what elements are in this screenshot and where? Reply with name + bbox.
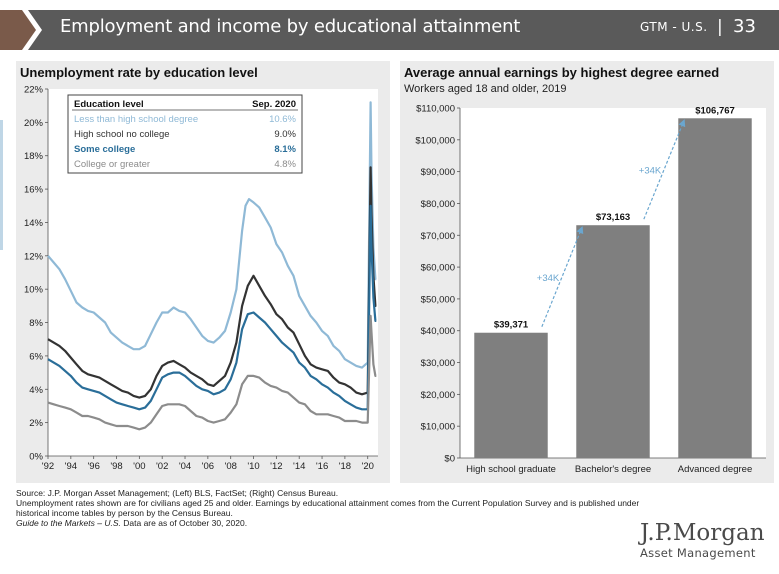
increase-arrow — [643, 119, 686, 220]
legend-series-name: College or greater — [74, 159, 150, 170]
unemployment-chart: 0% 2% 4% 6% 8% 10% 12% 14% 16% 18% 20% 22% '92 '94 '96… — [24, 85, 378, 472]
earnings-chart-title: Average annual earnings by highest degre… — [404, 65, 720, 80]
y-tick-label: 6% — [29, 351, 43, 362]
bar-value-label: $106,767 — [695, 105, 735, 116]
y-tick-label: 4% — [29, 385, 43, 396]
increase-arrow — [541, 226, 584, 327]
legend-series-value: 8.1% — [274, 144, 296, 155]
y-tick-label: $70,000 — [421, 231, 455, 242]
series-line — [47, 314, 377, 431]
unemployment-chart-panel: Unemployment rate by education level 0% 2… — [16, 61, 390, 483]
page-number: 33 — [733, 16, 756, 37]
x-tick-label: '04 — [179, 461, 191, 472]
increase-label: +34K — [537, 273, 560, 284]
x-category-label: Bachelor's degree — [575, 464, 651, 475]
series-line — [47, 166, 377, 399]
legend-series-name: Some college — [74, 144, 135, 155]
x-category-label: High school graduate — [466, 464, 556, 475]
y-tick-label: $110,000 — [416, 104, 455, 115]
header-bar: Employment and income by educational att… — [0, 0, 779, 52]
x-tick-label: '94 — [65, 461, 77, 472]
logo-subtitle: Asset Management — [640, 546, 756, 560]
legend-header-label: Education level — [74, 99, 144, 110]
legend-header-date: Sep. 2020 — [252, 99, 296, 110]
y-tick-label: 10% — [24, 285, 44, 296]
jpmorgan-logo: J.P.Morgan Asset Management — [640, 520, 772, 560]
y-tick-label: $40,000 — [421, 326, 455, 337]
x-tick-label: '00 — [133, 461, 145, 472]
x-tick-label: '08 — [225, 461, 237, 472]
legend-series-value: 9.0% — [274, 129, 296, 140]
y-tick-label: $50,000 — [421, 294, 455, 305]
x-tick-label: '02 — [156, 461, 168, 472]
x-tick-label: '92 — [42, 461, 54, 472]
y-tick-label: $100,000 — [415, 135, 455, 146]
earnings-chart: $0 $10,000 $20,000 $30,000 $40,000 $50,000 $60… — [415, 104, 766, 475]
header-separator: | — [717, 17, 723, 37]
y-tick-label: 20% — [24, 118, 44, 129]
x-tick-label: '10 — [247, 461, 259, 472]
y-tick-label: $10,000 — [421, 422, 455, 433]
x-tick-label: '14 — [293, 461, 305, 472]
logo-wordmark: J.P.Morgan — [640, 520, 765, 546]
y-tick-label: 8% — [29, 318, 43, 329]
legend-box — [67, 94, 303, 174]
x-tick-label: '16 — [316, 461, 328, 472]
legend-series-value: 4.8% — [274, 159, 296, 170]
y-tick-label: 18% — [24, 151, 44, 162]
y-tick-label: 16% — [24, 185, 44, 196]
x-tick-label: '18 — [339, 461, 351, 472]
bar — [474, 332, 548, 458]
legend-series-value: 10.6% — [269, 114, 296, 125]
unemployment-chart-title: Unemployment rate by education level — [20, 65, 258, 80]
y-tick-label: 2% — [29, 418, 43, 429]
legend-series-name: High school no college — [74, 129, 170, 140]
y-tick-label: $90,000 — [421, 167, 455, 178]
section-label: GTM - U.S. — [640, 20, 708, 34]
footer-notes: Source: J.P. Morgan Asset Management; (L… — [16, 488, 656, 528]
y-tick-label: $80,000 — [421, 199, 455, 210]
bar — [678, 118, 752, 459]
x-tick-label: '06 — [202, 461, 214, 472]
page-title: Employment and income by educational att… — [60, 16, 521, 37]
increase-label: +34K — [639, 166, 662, 177]
bar-value-label: $73,163 — [596, 212, 630, 223]
x-tick-label: '96 — [87, 461, 99, 472]
earnings-chart-panel: Average annual earnings by highest degre… — [400, 61, 774, 483]
y-tick-label: 22% — [24, 85, 44, 96]
legend-table: Education level Sep. 2020 Less than high s… — [67, 94, 303, 174]
y-tick-label: 0% — [29, 452, 43, 463]
y-tick-label: $30,000 — [421, 358, 455, 369]
y-tick-label: $20,000 — [421, 390, 455, 401]
x-tick-label: '20 — [362, 461, 374, 472]
bar-value-label: $39,371 — [494, 320, 529, 331]
series-line — [47, 101, 377, 369]
y-tick-label: $0 — [444, 454, 455, 465]
series-line — [47, 204, 377, 411]
footer-guide-title: Guide to the Markets – U.S. — [16, 518, 121, 528]
legend-series-name: Less than high school degree — [74, 114, 198, 125]
y-tick-label: 12% — [24, 251, 44, 262]
earnings-chart-subtitle: Workers aged 18 and older, 2019 — [404, 83, 567, 95]
footer-guide-date: Data are as of October 30, 2020. — [120, 518, 248, 528]
bar — [576, 225, 650, 458]
footer-note: Unemployment rates shown are for civilia… — [16, 498, 640, 518]
y-tick-label: 14% — [24, 218, 44, 229]
footer-source: Source: J.P. Morgan Asset Management; (L… — [16, 488, 339, 498]
header-background — [0, 10, 779, 50]
x-tick-label: '12 — [270, 461, 282, 472]
left-edge-accent — [0, 120, 3, 250]
x-tick-label: '98 — [110, 461, 122, 472]
x-category-label: Advanced degree — [678, 464, 752, 475]
footer-guide: Guide to the Markets – U.S. Data are as … — [16, 518, 656, 528]
y-tick-label: $60,000 — [421, 263, 455, 274]
